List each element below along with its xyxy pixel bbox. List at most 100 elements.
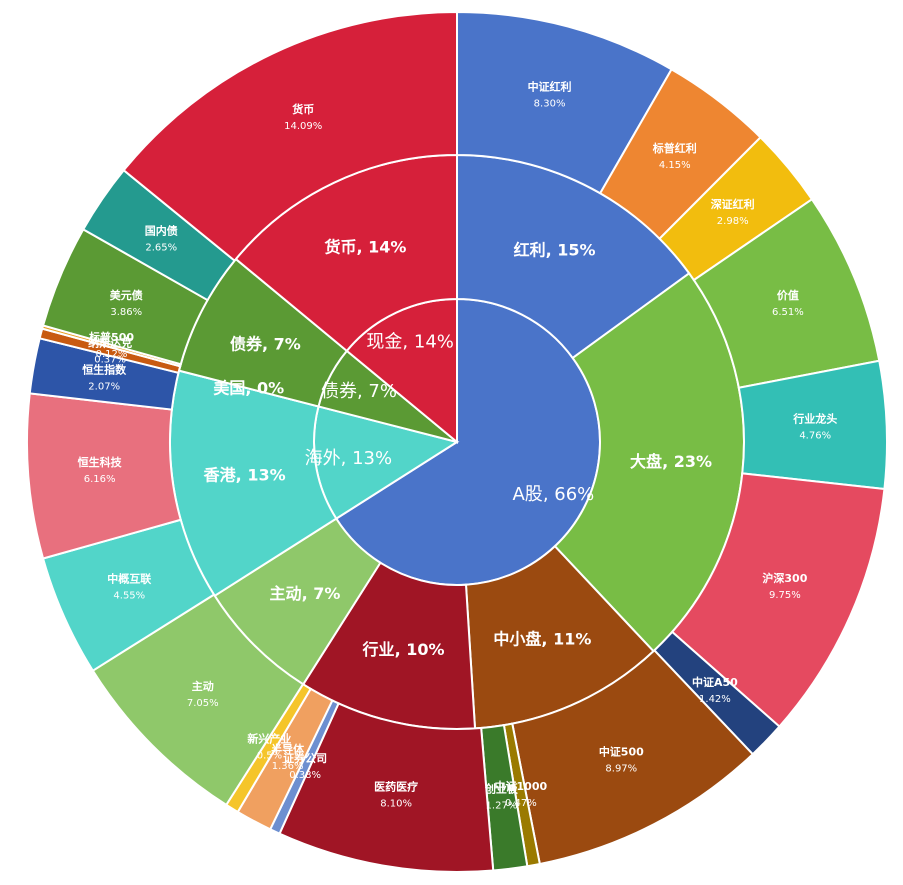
segment-value: 1.36% [272, 761, 304, 772]
segment-value: 1.27% [486, 801, 518, 812]
segment-name: 新兴产业 [247, 732, 291, 746]
segment-name: 香港 [203, 465, 237, 484]
segment-value: 3.86% [110, 307, 142, 318]
segment-name: 创业板 [484, 782, 519, 796]
segment-name: 中证1000 [495, 779, 548, 793]
segment-name: 主动 [270, 584, 302, 603]
segment-label: 行业, 10% [362, 640, 445, 659]
segment-name: 主动 [192, 679, 214, 693]
segment-name: 货币 [291, 102, 314, 116]
segment-value: 2.07% [88, 381, 120, 392]
segment-label: 货币, 14% [324, 237, 406, 256]
segment-name: 沪深300 [762, 571, 807, 585]
segment-label: 红利, 15% [514, 240, 596, 259]
sunburst-segment [122, 10, 458, 263]
segment-name: 证券公司 [283, 751, 327, 765]
separator: , [546, 240, 558, 259]
separator: , [662, 452, 674, 471]
segment-value: 11% [553, 629, 591, 648]
segment-name: 国内债 [145, 223, 178, 237]
segment-value: 7% [368, 381, 397, 402]
segment-value: 66% [554, 484, 594, 505]
separator: , [236, 465, 248, 484]
segment-name: 纳斯达克 [88, 336, 132, 350]
separator: , [543, 484, 554, 505]
segment-name: 红利 [514, 240, 546, 259]
segment-name: 现金 [366, 331, 402, 352]
separator: , [541, 629, 553, 648]
segment-name: 中小盘 [493, 629, 541, 648]
segment-value: 0.37% [94, 355, 126, 366]
segment-value: 14.09% [284, 121, 322, 132]
segment-value: 0.47% [505, 798, 537, 809]
segment-name: 中证500 [599, 745, 644, 759]
segment-value: 23% [674, 452, 712, 471]
segment-name: 债券 [230, 334, 263, 353]
separator: , [245, 378, 257, 397]
segment-value: 13% [247, 465, 285, 484]
segment-value: 7% [313, 584, 340, 603]
segment-value: 9.75% [769, 590, 801, 601]
segment-name: 标普红利 [652, 141, 697, 155]
segment-name: A股 [512, 484, 542, 505]
segment-value: 10% [406, 640, 444, 659]
segment-label: 香港, 13% [203, 465, 286, 484]
segment-value: 0.38% [289, 770, 321, 781]
segment-value: 8.30% [534, 99, 566, 110]
segment-name: 中证红利 [528, 80, 572, 94]
segment-name: 海外 [305, 448, 341, 469]
segment-value: 0% [257, 378, 284, 397]
segment-label: 海外, 13% [305, 448, 392, 469]
separator: , [356, 237, 368, 256]
segment-name: 恒生指数 [82, 362, 127, 376]
segment-name: 中证A50 [692, 675, 738, 689]
separator: , [302, 584, 314, 603]
separator: , [402, 331, 413, 352]
segment-value: 4.15% [659, 160, 691, 171]
separator: , [395, 640, 407, 659]
segment-name: 价值 [777, 288, 799, 302]
segment-name: 行业龙头 [792, 412, 837, 426]
segment-label: A股, 66% [512, 484, 594, 505]
segment-name: 恒生科技 [78, 455, 123, 469]
segment-label: 美国, 0% [213, 378, 284, 397]
segment-value: 1.42% [699, 694, 731, 705]
segment-value: 4.76% [799, 431, 831, 442]
segment-label: 中小盘, 11% [493, 629, 591, 648]
segment-value: 4.55% [113, 590, 145, 601]
segment-name: 医药医疗 [374, 779, 418, 793]
segment-value: 7.05% [187, 698, 219, 709]
segment-value: 0.12% [96, 349, 128, 360]
segment-value: 15% [557, 240, 595, 259]
segment-name: 货币 [324, 237, 356, 256]
segment-value: 8.10% [380, 798, 412, 809]
segment-value: 0.5% [257, 751, 282, 762]
separator: , [357, 381, 368, 402]
separator: , [341, 448, 352, 469]
segment-label: 现金, 14% [366, 331, 453, 352]
segment-name: 大盘 [630, 452, 662, 471]
segment-value: 8.97% [605, 764, 637, 775]
segment-value: 13% [352, 448, 392, 469]
segment-name: 半导体 [271, 742, 305, 756]
segment-name: 深证红利 [711, 197, 755, 211]
segment-name: 美元债 [110, 288, 143, 302]
segment-value: 6.51% [772, 307, 804, 318]
segment-name: 行业 [362, 640, 395, 659]
segment-value: 6.16% [84, 474, 116, 485]
separator: , [262, 334, 274, 353]
segment-value: 14% [368, 237, 406, 256]
segment-label: 大盘, 23% [630, 452, 712, 471]
segment-label: 债券, 7% [321, 381, 397, 402]
segment-value: 7% [274, 334, 301, 353]
segment-label: 债券, 7% [230, 334, 301, 353]
segment-value: 2.98% [717, 216, 749, 227]
segment-name: 美国 [213, 378, 245, 397]
segment-name: 债券 [321, 381, 357, 402]
segment-label: 主动, 7% [270, 584, 341, 603]
segment-name: 标普500 [88, 330, 134, 344]
segment-value: 14% [414, 331, 454, 352]
segment-name: 中概互联 [107, 571, 151, 585]
segment-value: 2.65% [145, 242, 177, 253]
